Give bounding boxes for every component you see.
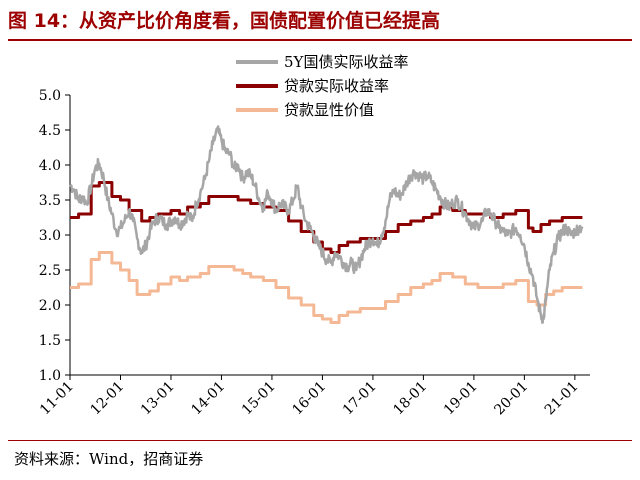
x-tick-label: 14-01 <box>188 379 228 419</box>
x-tick-label: 18-01 <box>390 379 430 419</box>
series-line-loan-explicit-value <box>70 251 583 324</box>
legend-loan-explicit-value-label: 贷款显性价值 <box>284 101 374 119</box>
page-title: 图 14：从资产比价角度看，国债配置价值已经提高 <box>8 10 441 32</box>
line-chart: 1.0 1.5 2.0 2.5 3.0 3.5 4.0 4.5 5.0 11-01 12-01 13… <box>37 53 590 419</box>
x-tick-label: 16-01 <box>289 379 329 419</box>
x-tick-label: 11-01 <box>37 379 77 419</box>
x-axis: 11-01 12-01 13-01 14-01 15-01 16-01 17-01 18-01… <box>37 374 590 419</box>
legend-treasury-5y-label: 5Y国债实际收益率 <box>284 53 408 71</box>
title-divider <box>8 39 632 41</box>
y-tick-label: 2.0 <box>39 298 61 314</box>
y-tick-label: 4.0 <box>39 158 61 174</box>
x-tick-label: 20-01 <box>491 379 531 419</box>
y-tick-label: 2.5 <box>39 263 61 279</box>
x-tick-label: 21-01 <box>542 379 582 419</box>
x-tick-label: 19-01 <box>441 379 481 419</box>
legend-loan-real-yield-label: 贷款实际收益率 <box>284 77 389 95</box>
x-tick-label: 12-01 <box>87 379 127 419</box>
y-tick-label: 3.0 <box>39 228 61 244</box>
y-tick-label: 5.0 <box>39 88 61 104</box>
series-line-loan-real-yield <box>70 181 583 254</box>
y-tick-label: 1.5 <box>39 333 61 349</box>
source-note: 资料来源：Wind，招商证券 <box>14 450 204 468</box>
y-tick-label: 4.5 <box>39 123 61 139</box>
x-tick-label: 13-01 <box>138 379 178 419</box>
source-divider <box>8 440 632 441</box>
y-axis: 1.0 1.5 2.0 2.5 3.0 3.5 4.0 4.5 5.0 <box>39 88 71 384</box>
y-tick-label: 3.5 <box>39 193 61 209</box>
series-line-treasury-5y <box>69 125 584 324</box>
y-tick-label: 1.0 <box>39 368 61 384</box>
series-layer <box>69 125 584 324</box>
x-tick-label: 15-01 <box>239 379 279 419</box>
x-tick-label: 17-01 <box>340 379 380 419</box>
